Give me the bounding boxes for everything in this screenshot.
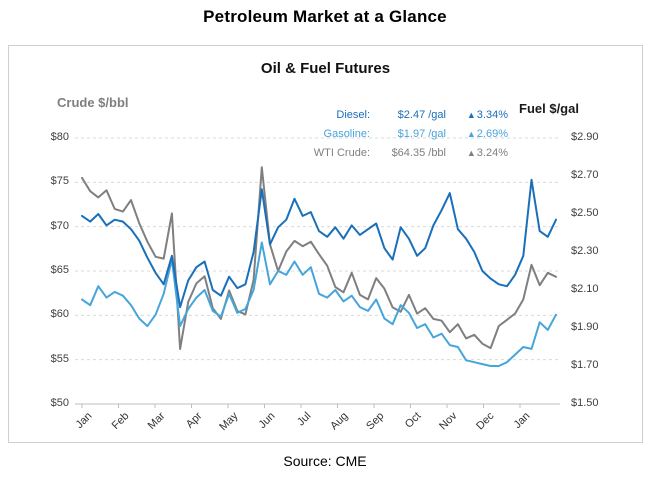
legend-value: $64.35 /bbl	[391, 147, 446, 159]
legend-item-diesel: Diesel: $2.47 /gal ▲3.34%	[298, 106, 508, 125]
right-axis-tick-label: $2.10	[571, 283, 599, 295]
left-axis-tick-label: $75	[50, 175, 69, 188]
legend: Diesel: $2.47 /gal ▲3.34% Gasoline: $1.9…	[298, 106, 508, 163]
legend-change-value: 3.34%	[476, 109, 508, 121]
legend-value: $2.47 /gal	[397, 109, 446, 121]
up-triangle-icon: ▲	[466, 148, 476, 158]
legend-change-value: 2.69%	[476, 128, 508, 140]
left-axis-tick-label: $65	[50, 264, 69, 276]
legend-change: ▲3.24%	[448, 144, 508, 163]
legend-item-gasoline: Gasoline: $1.97 /gal ▲2.69%	[298, 125, 508, 144]
legend-label: Diesel:	[336, 109, 370, 121]
legend-label: Gasoline:	[323, 128, 370, 140]
series-line-diesel	[81, 178, 557, 309]
legend-change: ▲2.69%	[448, 125, 508, 144]
up-triangle-icon: ▲	[466, 110, 476, 120]
right-axis-title: Fuel $/gal	[519, 101, 579, 116]
right-axis-tick-label: $1.50	[571, 397, 599, 409]
legend-label: WTI Crude:	[313, 147, 370, 159]
series-line-gasoline	[81, 241, 557, 367]
right-axis-tick-label: $2.30	[571, 245, 599, 257]
legend-item-wti-crude: WTI Crude: $64.35 /bbl ▲3.24%	[298, 144, 508, 163]
left-axis-tick-label: $55	[50, 352, 69, 365]
legend-value: $1.97 /gal	[397, 128, 446, 140]
series-line-wti-crude	[81, 166, 557, 350]
legend-change: ▲3.34%	[448, 106, 508, 125]
chart-title: Oil & Fuel Futures	[260, 60, 391, 77]
left-axis-tick-label: $70	[50, 219, 69, 232]
left-axis-title: Crude $/bbl	[57, 95, 129, 110]
source-caption: Source: CME	[283, 453, 367, 469]
right-axis-tick-label: $1.90	[571, 321, 599, 333]
left-axis-tick-label: $60	[50, 308, 69, 321]
futures-line-chart	[75, 137, 560, 408]
right-axis-tick-label: $1.70	[571, 359, 599, 371]
right-axis-tick-label: $2.50	[571, 207, 599, 219]
right-axis-tick-label: $2.90	[571, 131, 599, 143]
legend-change-value: 3.24%	[476, 147, 508, 159]
right-axis-tick-label: $2.70	[571, 169, 599, 181]
left-axis-tick-label: $50	[50, 397, 69, 409]
chart-container: Oil & Fuel Futures Crude $/bbl Fuel $/ga…	[8, 45, 643, 443]
left-axis-tick-label: $80	[50, 131, 69, 143]
up-triangle-icon: ▲	[466, 129, 476, 139]
page-title: Petroleum Market at a Glance	[203, 7, 447, 26]
